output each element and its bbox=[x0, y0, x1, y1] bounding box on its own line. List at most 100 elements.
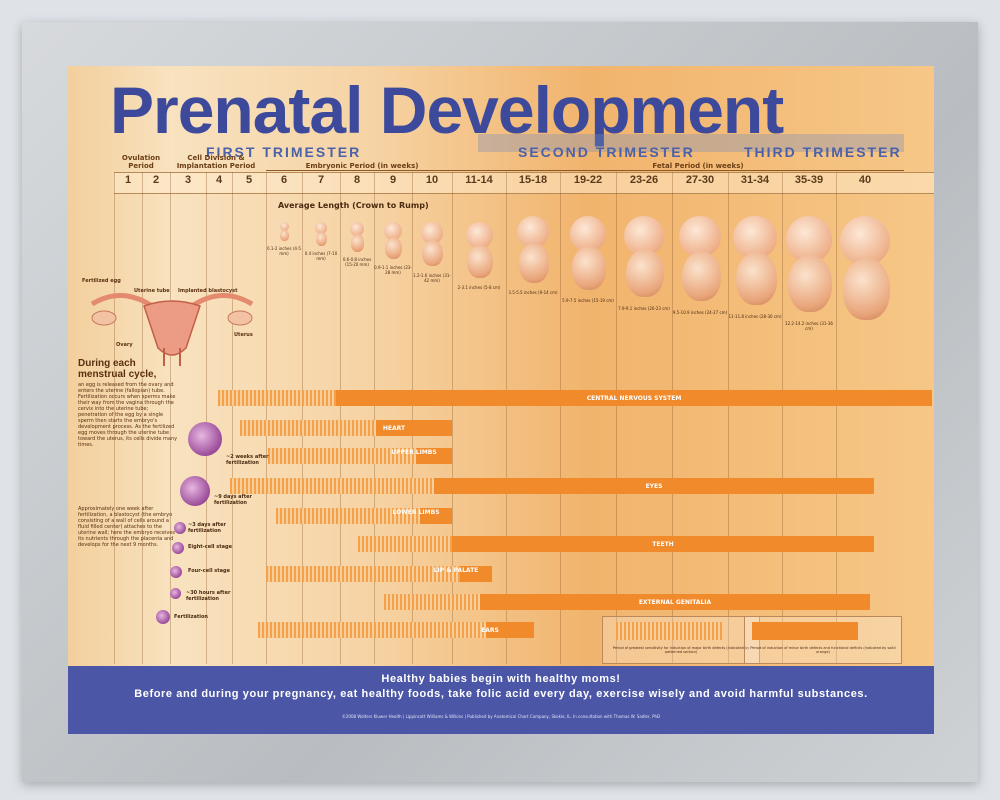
fetus-head-icon bbox=[733, 216, 777, 260]
fetus-body-icon bbox=[385, 237, 402, 259]
system-bar-solid bbox=[480, 594, 870, 610]
footer-band bbox=[68, 666, 934, 734]
system-bar-sensitive bbox=[266, 566, 460, 582]
week-9-header: 9 bbox=[389, 174, 397, 186]
system-bar-sensitive bbox=[240, 420, 376, 436]
week-gridline bbox=[206, 172, 207, 664]
fertilized-egg-label: Fertilized egg bbox=[82, 278, 121, 284]
stage-label: Fertilization bbox=[174, 614, 208, 620]
week-gridline bbox=[672, 172, 673, 664]
fetus-body-icon bbox=[518, 243, 550, 283]
system-label: TEETH bbox=[652, 541, 674, 548]
stage-label: Eight-cell stage bbox=[188, 544, 232, 550]
system-bar-solid bbox=[416, 448, 452, 464]
length-caption: 11-11.8 inches (28-30 cm) bbox=[728, 313, 782, 319]
week-gridline bbox=[836, 172, 837, 664]
length-title: Average Length (Crown to Rump) bbox=[278, 201, 429, 210]
system-label: EXTERNAL GENITALIA bbox=[638, 599, 712, 606]
length-caption: 0.1-2 inches (4-5 mm) bbox=[267, 245, 301, 256]
fetus-head-icon bbox=[349, 222, 365, 237]
poster: Prenatal Development FIRST TRIMESTER SEC… bbox=[68, 66, 934, 734]
week-gridline bbox=[412, 172, 413, 664]
embryonic-period-label: Embryonic Period (in weeks) bbox=[305, 162, 419, 170]
ovulation-period-label: Ovulation Period bbox=[121, 154, 161, 170]
morula-icon bbox=[174, 522, 186, 534]
fetal-bracket bbox=[452, 170, 904, 171]
week-gridline bbox=[302, 172, 303, 664]
length-caption: 0.9-1.1 inches (23-28 mm) bbox=[374, 265, 412, 275]
week-12-header: 15-18 bbox=[518, 174, 548, 186]
system-bar-sensitive bbox=[230, 478, 434, 494]
fetus-head-icon bbox=[785, 216, 833, 263]
uterus-illustration bbox=[90, 293, 254, 366]
second-third-band bbox=[478, 134, 904, 152]
fetus-head-icon bbox=[421, 222, 443, 244]
fetal-period-label: Fetal Period (in weeks) bbox=[652, 162, 744, 170]
implanted-blastocyst-label: Implanted blastocyst bbox=[178, 288, 238, 294]
blastocyst-icon bbox=[180, 476, 210, 506]
fetus-head-icon bbox=[679, 216, 721, 258]
footer-message: Before and during your pregnancy, eat he… bbox=[134, 688, 868, 700]
week-11-header: 11-14 bbox=[465, 174, 493, 186]
week-gridline bbox=[782, 172, 783, 664]
week-gridline bbox=[266, 172, 267, 664]
stage-label: Four-cell stage bbox=[188, 568, 230, 574]
system-label: EYES bbox=[645, 483, 663, 490]
cell-division-label: Cell Division & Implantation Period bbox=[176, 154, 256, 170]
week-17-header: 35-39 bbox=[794, 174, 824, 186]
ovary-label: Ovary bbox=[116, 342, 133, 348]
system-bar-solid bbox=[452, 536, 874, 552]
week-16-header: 31-34 bbox=[740, 174, 770, 186]
length-caption: 12.2-14.2 inches (31-36 cm) bbox=[785, 321, 833, 332]
week-gridline bbox=[374, 172, 375, 664]
length-caption: 1.2-1.6 inches (31-42 mm) bbox=[413, 272, 451, 283]
uterine-tube-label: Uterine tube bbox=[134, 288, 170, 294]
fetus-head-icon bbox=[624, 216, 664, 256]
third-trimester-label: THIRD TRIMESTER bbox=[744, 144, 902, 160]
week-gridline bbox=[616, 172, 617, 664]
system-bar-solid bbox=[434, 478, 874, 494]
system-label: UPPER LIMBS bbox=[391, 449, 437, 456]
week-14-header: 23-26 bbox=[629, 174, 659, 186]
length-caption: 2-3.1 inches (5-8 cm) bbox=[457, 284, 501, 290]
week-gridline bbox=[232, 172, 233, 664]
fetus-body-icon bbox=[467, 244, 493, 278]
fetus-body-icon bbox=[626, 249, 664, 298]
length-caption: 0.6-0.8 inches (15-20 mm) bbox=[342, 257, 372, 268]
first-trimester-label: FIRST TRIMESTER bbox=[206, 144, 362, 160]
system-bar-sensitive bbox=[218, 390, 336, 406]
system-label: EARS bbox=[481, 627, 499, 634]
week-1-header: 1 bbox=[124, 174, 132, 186]
week-6-header: 6 bbox=[280, 174, 288, 186]
uterus-label: Uterus bbox=[234, 332, 253, 338]
system-label: HEART bbox=[382, 425, 406, 432]
poster-title: Prenatal Development bbox=[110, 73, 784, 147]
four-cell-icon bbox=[170, 566, 182, 578]
fetus-head-icon bbox=[279, 222, 289, 231]
fetus-body-icon bbox=[735, 252, 777, 305]
length-caption: 0.4 inches (7-10 mm) bbox=[304, 251, 338, 262]
week-10-header: 10 bbox=[425, 174, 439, 186]
week-5-header: 5 bbox=[245, 174, 253, 186]
stage-label: ~9 days after fertilization bbox=[214, 494, 252, 506]
week-gridline bbox=[340, 172, 341, 664]
system-bar-solid bbox=[336, 390, 932, 406]
week-4-header: 4 bbox=[215, 174, 223, 186]
system-bar-solid bbox=[486, 622, 534, 638]
stage-label: ~3 days after fertilization bbox=[188, 522, 226, 534]
fetus-body-icon bbox=[572, 246, 606, 290]
week-2-header: 2 bbox=[152, 174, 160, 186]
second-trimester-label: SECOND TRIMESTER bbox=[518, 144, 695, 160]
week-gridline bbox=[452, 172, 453, 664]
system-label: LIP & PALATE bbox=[433, 567, 479, 574]
cycle-text-2: Approximately one week after fertilizati… bbox=[78, 506, 176, 548]
week-gridline bbox=[560, 172, 561, 664]
length-caption: 3.5-5.5 inches (9-14 cm) bbox=[508, 290, 558, 296]
fetus-body-icon bbox=[422, 240, 443, 267]
length-caption: 5.9-7.5 inches (15-19 cm) bbox=[562, 298, 614, 303]
week-gridline bbox=[170, 172, 171, 664]
fetus-body-icon bbox=[350, 234, 365, 252]
weeks-header bbox=[114, 172, 934, 194]
fetus-head-icon bbox=[315, 222, 327, 234]
system-bar-solid bbox=[420, 508, 452, 524]
